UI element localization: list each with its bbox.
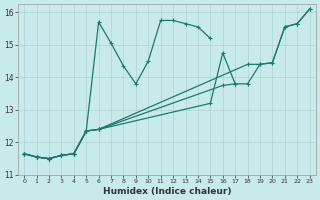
X-axis label: Humidex (Indice chaleur): Humidex (Indice chaleur) — [103, 187, 231, 196]
